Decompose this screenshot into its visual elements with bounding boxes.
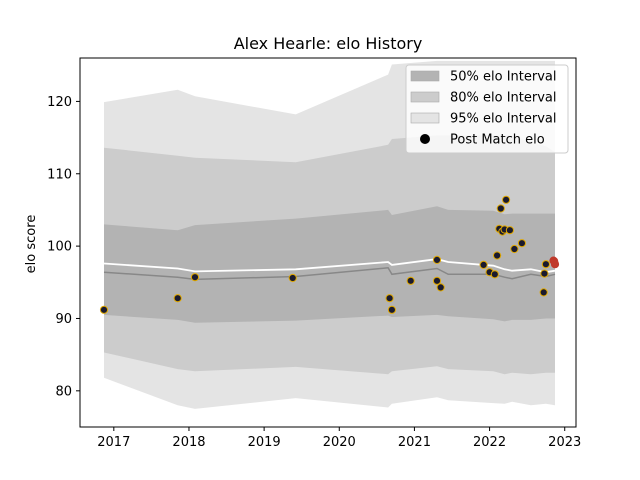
latest-data-point	[550, 260, 560, 269]
y-axis-label: elo score	[24, 215, 39, 274]
legend-swatch-50-elo-interval	[410, 70, 440, 82]
data-point	[288, 273, 297, 283]
trend-lines	[103, 258, 556, 281]
legend-label: 95% elo Interval	[450, 112, 557, 127]
data-point	[190, 273, 200, 282]
data-point	[510, 244, 519, 254]
band-50-elo-interval	[104, 206, 555, 323]
x-tick-label: 2019	[248, 435, 281, 450]
legend-swatch-80-elo-interval	[410, 91, 440, 103]
x-tick-label: 2018	[172, 435, 205, 450]
legend-box	[405, 64, 569, 154]
x-axis: 2017 2018 2019 2020 2021 2022 2023	[97, 427, 581, 450]
data-point	[387, 305, 396, 314]
data-point	[385, 294, 394, 303]
data-point	[99, 305, 109, 314]
data-point	[479, 260, 488, 269]
data-point	[173, 294, 182, 303]
data-point	[505, 226, 514, 235]
data-point	[432, 255, 442, 264]
post-match-points	[99, 195, 560, 314]
legend-label: 80% elo Interval	[450, 91, 557, 106]
x-tick-label: 2020	[323, 435, 356, 450]
y-tick-label: 120	[47, 95, 72, 110]
legend-marker-post-match-elo	[420, 134, 430, 144]
y-tick-label: 90	[55, 312, 72, 327]
mean-line	[103, 258, 556, 274]
chart-title: Alex Hearle: elo History	[234, 34, 423, 53]
data-point	[406, 276, 415, 285]
data-point	[496, 204, 505, 213]
data-point	[539, 288, 548, 297]
data-point	[493, 251, 502, 260]
data-point	[436, 283, 445, 292]
y-tick-label: 100	[47, 240, 72, 255]
legend-swatch-95-elo-interval	[410, 112, 440, 124]
data-point	[490, 270, 499, 279]
x-tick-label: 2017	[97, 435, 130, 450]
plot-frame	[79, 57, 577, 428]
data-point	[541, 260, 551, 269]
legend-label: 50% elo Interval	[450, 70, 557, 85]
y-tick-label: 80	[55, 384, 72, 399]
y-axis: 80 90 100 110 120	[47, 95, 80, 399]
data-point	[502, 195, 511, 204]
data-point	[517, 239, 527, 248]
data-point	[540, 269, 549, 278]
x-tick-label: 2021	[398, 435, 431, 450]
legend: 50% elo Interval 80% elo Interval 95% elo …	[405, 64, 569, 154]
legend-label: Post Match elo	[450, 133, 545, 148]
x-tick-label: 2022	[473, 435, 506, 450]
data-point	[432, 276, 442, 285]
x-tick-label: 2023	[548, 435, 581, 450]
y-tick-label: 110	[47, 167, 72, 182]
median-line	[103, 267, 556, 281]
